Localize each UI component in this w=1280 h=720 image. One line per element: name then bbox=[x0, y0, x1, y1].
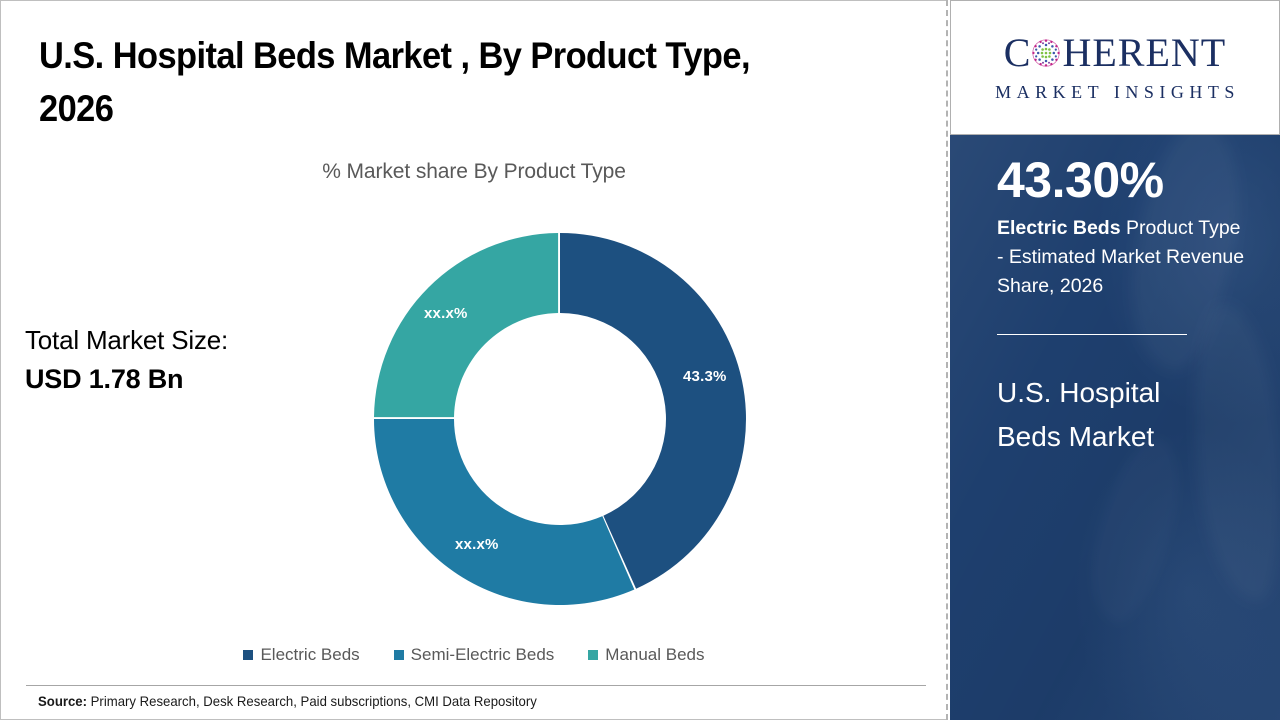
rail-divider bbox=[997, 334, 1187, 335]
stat-description-strong: Electric Beds bbox=[997, 217, 1121, 239]
market-size-label: Total Market Size: bbox=[25, 325, 229, 355]
right-rail: C bbox=[950, 0, 1280, 720]
chart-legend: Electric Beds Semi-Electric Beds Manual … bbox=[0, 645, 948, 665]
source-note: Source: Primary Research, Desk Research,… bbox=[38, 693, 537, 709]
source-text: Primary Research, Desk Research, Paid su… bbox=[86, 693, 537, 709]
globe-dots-icon bbox=[1031, 38, 1061, 68]
left-content-card bbox=[0, 0, 948, 720]
market-size-value: USD 1.78 Bn bbox=[25, 363, 184, 394]
logo-wordmark: C bbox=[1003, 29, 1227, 75]
donut-chart-svg bbox=[374, 233, 746, 605]
logo-word-right: HERENT bbox=[1062, 29, 1227, 75]
logo-subtitle: MARKET INSIGHTS bbox=[995, 81, 1240, 102]
background-shape bbox=[1078, 429, 1192, 630]
rail-title: U.S. Hospital Beds Market bbox=[997, 377, 1161, 453]
total-market-size-block: Total Market Size: USD 1.78 Bn bbox=[25, 322, 325, 399]
stat-percent: 43.30% bbox=[997, 152, 1164, 208]
donut-chart: 43.3% xx.x% xx.x% bbox=[366, 225, 754, 613]
stat-description: Electric Beds Product Type - Estimated M… bbox=[997, 214, 1251, 301]
source-prefix: Source: bbox=[38, 693, 87, 709]
donut-slice-manual-beds[interactable] bbox=[374, 233, 559, 418]
legend-swatch-icon bbox=[243, 650, 254, 660]
legend-item-electric-beds[interactable]: Electric Beds bbox=[243, 645, 360, 665]
highlight-panel: 43.30% Electric Beds Product Type - Esti… bbox=[950, 135, 1280, 720]
brand-logo[interactable]: C bbox=[950, 0, 1280, 135]
donut-slice-semi-electric-beds[interactable] bbox=[374, 419, 635, 605]
legend-item-manual-beds[interactable]: Manual Beds bbox=[588, 645, 705, 665]
legend-label: Electric Beds bbox=[260, 645, 360, 664]
legend-label: Manual Beds bbox=[605, 645, 705, 664]
logo-word-left: C bbox=[1003, 29, 1032, 75]
slice-label-electric-beds: 43.3% bbox=[683, 368, 727, 385]
legend-item-semi-electric-beds[interactable]: Semi-Electric Beds bbox=[393, 645, 555, 665]
vertical-dashed-divider bbox=[946, 0, 948, 720]
page-title: U.S. Hospital Beds Market , By Product T… bbox=[39, 35, 751, 129]
slice-label-semi-electric-beds: xx.x% bbox=[455, 536, 499, 553]
source-divider bbox=[26, 685, 926, 686]
chart-subtitle: % Market share By Product Type bbox=[322, 160, 626, 183]
stat-description-rest: Product Type - Estimated Market Revenue … bbox=[997, 217, 1245, 298]
legend-swatch-icon bbox=[393, 650, 404, 660]
legend-swatch-icon bbox=[588, 650, 599, 660]
slice-label-manual-beds: xx.x% bbox=[424, 305, 468, 322]
donut-slice-electric-beds[interactable] bbox=[560, 233, 746, 589]
legend-label: Semi-Electric Beds bbox=[410, 645, 555, 664]
